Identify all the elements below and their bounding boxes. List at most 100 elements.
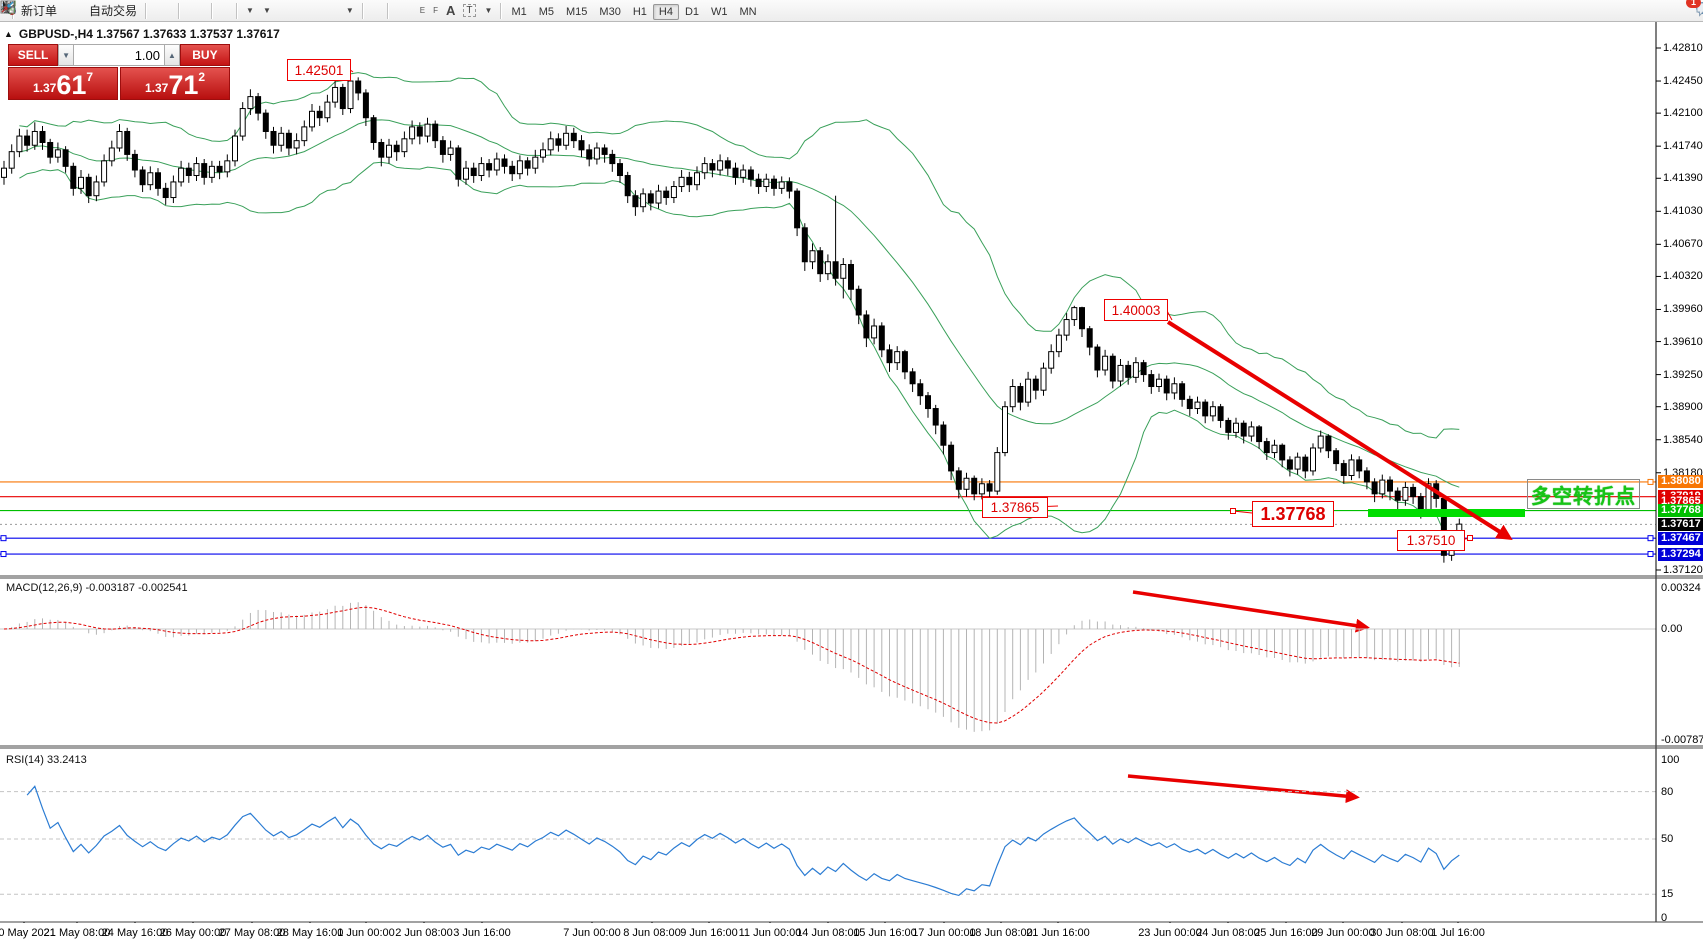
buy-button[interactable]: BUY: [179, 44, 230, 66]
text-tool-button[interactable]: A: [442, 0, 459, 21]
candle-bull: [740, 169, 747, 178]
volume-input[interactable]: [74, 44, 164, 66]
volume-increase-button[interactable]: ▲: [164, 44, 180, 66]
time-axis-label: 8 Jun 08:00: [623, 927, 681, 939]
timeframe-button-M15[interactable]: M15: [566, 5, 588, 18]
price-label-object[interactable]: 1.37768: [1252, 501, 1334, 527]
dropdown-arrow-icon: ▼: [262, 6, 271, 15]
candle-bear: [524, 160, 531, 169]
candle-bear: [909, 371, 916, 385]
time-axis-label: 29 Jun 00:00: [1311, 927, 1375, 939]
candle-bull: [871, 325, 878, 339]
candle-bear: [201, 163, 208, 178]
timeframe-button-W1[interactable]: W1: [711, 5, 728, 18]
candle-bull: [963, 477, 970, 490]
candle-bear: [455, 147, 462, 180]
rsi-axis-50: 50: [1661, 833, 1674, 845]
time-axis-label: 11 Jun 00:00: [738, 927, 802, 939]
timeframe-button-M5[interactable]: M5: [538, 5, 555, 18]
candle-bear: [501, 158, 508, 167]
collapse-trade-panel-arrow[interactable]: ▲: [4, 29, 13, 39]
candle-bull: [1294, 456, 1301, 470]
price-label-object[interactable]: 1.37865: [982, 497, 1048, 518]
candle-bull: [478, 163, 485, 177]
candle-bull: [401, 138, 408, 153]
candle-bear: [1340, 463, 1347, 477]
volume-decrease-button[interactable]: ▼: [58, 44, 74, 66]
candle-bear: [663, 190, 670, 199]
candle-bear: [1032, 378, 1039, 391]
candle-bear: [1263, 441, 1270, 454]
timeframe-button-D1[interactable]: D1: [684, 5, 700, 18]
timeframe-button-H1[interactable]: H1: [632, 5, 647, 18]
price-badge: 1.37294: [1658, 547, 1703, 561]
rsi-header: RSI(14) 33.2413: [6, 754, 87, 766]
sell-button[interactable]: SELL: [8, 44, 59, 66]
candle-bull: [147, 172, 154, 186]
label-handle[interactable]: [1230, 508, 1236, 514]
candle-bear: [832, 261, 839, 279]
candle-bear: [1179, 383, 1186, 400]
trend-arrow-macd[interactable]: [1132, 590, 1370, 633]
candle-bull: [1402, 486, 1409, 501]
timeframe-button-M1[interactable]: M1: [511, 5, 527, 18]
time-axis-label: 24 May 16:00: [101, 927, 169, 939]
timeframe-button-H4[interactable]: H4: [652, 3, 679, 20]
buy-price-panel[interactable]: 1.37 71 2: [120, 67, 230, 100]
price-label-object[interactable]: 1.42501: [287, 59, 351, 81]
price-label-object[interactable]: 1.37510: [1397, 530, 1465, 551]
candle-bull: [1132, 362, 1139, 378]
autotrading-label: 自动交易: [89, 4, 138, 18]
candle-bull: [1194, 401, 1201, 410]
sell-price-panel[interactable]: 1.37 61 7: [8, 67, 118, 100]
line-handle[interactable]: [0, 535, 7, 542]
candle-bear: [185, 167, 192, 177]
line-handle[interactable]: [1647, 535, 1654, 542]
price-label-object[interactable]: 1.40003: [1104, 299, 1168, 321]
time-axis-label: 30 Jun 08:00: [1370, 927, 1434, 939]
candle-bear: [378, 141, 385, 158]
candle-bull: [1248, 426, 1255, 437]
candle-bear: [878, 325, 885, 351]
candle-bear: [1079, 307, 1085, 330]
candle-bear: [1279, 444, 1286, 461]
timeframe-button-MN[interactable]: MN: [739, 5, 757, 18]
candle-bear: [886, 349, 893, 364]
candle-bear: [771, 178, 777, 189]
price-badge: 1.37617: [1658, 517, 1703, 531]
trend-arrow-rsi[interactable]: [1127, 774, 1360, 804]
dropdown-arrow-icon: ▼: [484, 6, 493, 15]
candle-bear: [1394, 490, 1401, 501]
timeframe-button-M30[interactable]: M30: [599, 5, 621, 18]
line-handle[interactable]: [1647, 478, 1654, 485]
price-axis-tick: 1.41740: [1663, 140, 1703, 153]
annotation-text-object[interactable]: 多空转折点: [1527, 479, 1640, 509]
toolbar-separator: [178, 2, 180, 19]
candle-bull: [978, 483, 985, 495]
line-handle[interactable]: [1647, 551, 1654, 558]
trend-arrow-main[interactable]: [1166, 320, 1513, 540]
candle-bear: [1148, 374, 1155, 388]
arrows-tool-dropdown-button[interactable]: ▼: [1, 0, 497, 21]
one-click-trading-panel: SELL ▼ ▲ BUY 1.37 61 7 1.37 71 2: [8, 44, 230, 100]
candle-bear: [624, 175, 631, 197]
candle-bull: [894, 351, 901, 364]
candle-bull: [224, 160, 231, 173]
candle-bear: [1217, 406, 1224, 421]
candle-bull: [247, 96, 254, 110]
candle-bear: [486, 163, 493, 171]
sell-price-sup: 7: [86, 70, 94, 84]
label-handle[interactable]: [1467, 535, 1473, 541]
time-axis-label: 1 Jun 00:00: [337, 927, 395, 939]
candle-bull: [54, 149, 61, 158]
time-axis-label: 3 Jun 16:00: [453, 927, 511, 939]
candle-bull: [447, 147, 454, 155]
text-label-tool-button[interactable]: T: [459, 0, 479, 21]
spinner-up-icon: ▲: [167, 50, 176, 60]
support-highlight-bar[interactable]: [1368, 509, 1525, 517]
candle-bull: [332, 86, 339, 103]
line-handle[interactable]: [0, 551, 7, 558]
price-badge: 1.38080: [1658, 475, 1703, 489]
